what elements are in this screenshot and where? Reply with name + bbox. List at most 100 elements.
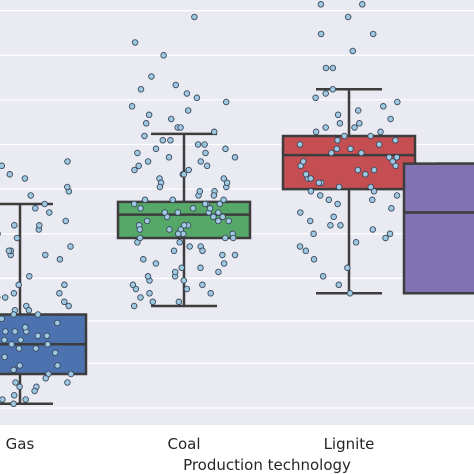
data-point <box>135 162 142 170</box>
data-point <box>137 205 144 212</box>
data-point <box>367 132 374 140</box>
data-point <box>335 183 343 191</box>
data-point <box>142 120 150 127</box>
data-point <box>317 1 325 8</box>
data-point <box>194 141 202 148</box>
data-point <box>369 226 377 233</box>
data-point <box>393 192 401 199</box>
data-point <box>312 128 320 136</box>
data-point <box>319 273 327 280</box>
data-point <box>334 111 342 119</box>
data-point <box>199 281 206 289</box>
data-point <box>15 345 23 352</box>
data-point <box>310 230 317 238</box>
data-point <box>26 273 33 280</box>
data-point <box>387 115 394 123</box>
data-point <box>174 230 182 238</box>
data-point <box>222 145 229 153</box>
data-point <box>306 217 314 225</box>
data-point <box>140 256 147 263</box>
data-point <box>220 196 227 204</box>
data-point <box>32 345 40 352</box>
data-point <box>210 192 218 199</box>
data-point <box>219 213 226 221</box>
x-tick-label: Coal <box>167 435 200 453</box>
data-point <box>145 111 153 119</box>
data-point <box>25 307 33 314</box>
data-point <box>300 158 307 165</box>
data-point <box>169 196 176 204</box>
data-point <box>10 366 17 374</box>
data-point <box>330 213 337 221</box>
data-point <box>380 103 387 110</box>
data-point <box>199 247 206 255</box>
data-point <box>358 149 365 157</box>
data-point <box>137 294 144 301</box>
data-point <box>223 179 231 187</box>
data-point <box>171 268 179 276</box>
data-point <box>336 120 344 127</box>
data-point <box>148 73 155 80</box>
data-point <box>394 98 401 106</box>
data-point <box>141 196 149 204</box>
data-point <box>347 145 354 153</box>
data-point <box>129 281 137 289</box>
data-point <box>329 86 337 93</box>
data-point <box>385 154 393 161</box>
data-point <box>220 175 228 182</box>
data-point <box>354 166 362 174</box>
data-point <box>146 290 153 297</box>
data-point <box>344 13 352 21</box>
data-point <box>54 362 61 369</box>
data-point <box>167 115 175 123</box>
data-point <box>334 200 341 208</box>
data-point <box>56 290 63 297</box>
data-point <box>131 166 138 174</box>
data-point <box>201 200 209 208</box>
data-point <box>136 226 144 233</box>
data-point <box>11 328 19 335</box>
data-point <box>166 226 173 233</box>
data-point <box>315 179 323 187</box>
data-point <box>10 392 18 399</box>
data-point <box>180 222 188 229</box>
data-point <box>215 217 222 225</box>
data-point <box>21 175 29 182</box>
data-point <box>327 222 334 229</box>
data-point <box>1 294 9 301</box>
data-point <box>231 154 239 161</box>
data-point <box>229 234 237 242</box>
data-point <box>128 103 136 110</box>
data-point <box>1 336 8 344</box>
data-point <box>351 124 358 131</box>
data-point <box>0 162 6 170</box>
data-point <box>130 302 138 310</box>
data-point <box>356 120 363 127</box>
data-point <box>152 260 160 267</box>
data-point <box>316 192 324 199</box>
data-point <box>329 64 337 72</box>
data-point <box>206 205 214 212</box>
data-point <box>382 234 389 242</box>
data-point <box>31 387 38 395</box>
data-point <box>11 222 18 229</box>
data-point <box>185 166 192 174</box>
data-point <box>191 13 198 21</box>
data-point <box>0 396 6 403</box>
box-unlabeled <box>402 162 474 295</box>
data-point <box>210 213 217 221</box>
data-point <box>156 183 164 191</box>
data-point <box>202 149 209 157</box>
data-point <box>207 290 214 297</box>
data-point <box>160 52 167 59</box>
data-point <box>369 30 377 38</box>
data-point <box>152 145 160 153</box>
data-point <box>56 256 64 263</box>
data-point <box>180 277 188 284</box>
data-point <box>64 183 71 191</box>
data-point <box>13 234 21 242</box>
data-point <box>322 64 330 72</box>
data-point <box>221 234 229 242</box>
data-point <box>36 222 43 229</box>
data-point <box>67 243 74 250</box>
